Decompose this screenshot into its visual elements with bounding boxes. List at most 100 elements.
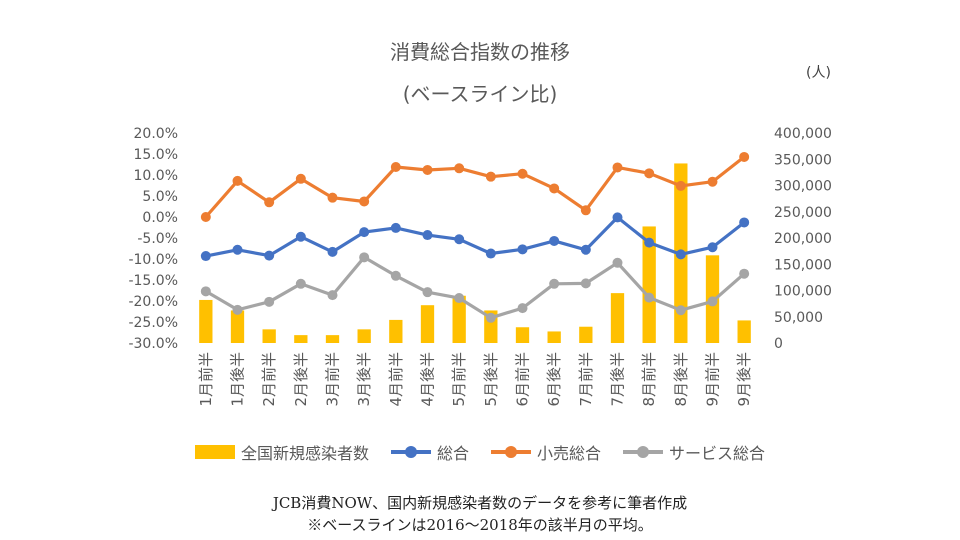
series-line-retail [204,155,746,219]
data-point-total [264,250,275,261]
data-point-total [390,222,401,233]
data-point-retail [707,176,718,187]
data-point-total [485,248,496,259]
right-axis-tick-label: 250,000 [774,205,832,221]
data-point-service [549,278,560,289]
data-point-service [580,278,591,289]
data-point-total [454,234,465,245]
legend-line-swatch [390,445,431,459]
right-axis-tick-label: 400,000 [774,126,832,142]
legend-label: 小売総合 [537,444,602,463]
data-point-service [485,312,496,323]
data-point-total [200,251,211,262]
data-point-retail [549,183,560,194]
data-point-service [675,305,686,316]
right-axis-tick-label: 200,000 [774,231,832,247]
legend-label: 総合 [436,444,469,463]
bar-infections [199,299,213,343]
data-point-retail [454,163,465,174]
data-point-service [264,296,275,307]
legend-item: 総合 [390,440,469,464]
data-point-service [200,286,211,297]
left-axis-tick-label: -30.0% [128,336,178,352]
bar-infections [547,331,561,343]
right-axis-tick-label: 50,000 [774,310,823,326]
chart-legend: 全国新規感染者数 総合 小売総合 サービス総合 [0,440,960,464]
right-axis-tick-label: 0 [774,336,783,352]
data-point-service [454,293,465,304]
category-label: 2月前半 [260,352,278,407]
legend-label: 全国新規感染者数 [240,444,369,463]
category-label: 2月後半 [292,352,310,407]
bar-infections [262,329,276,343]
category-label: 5月後半 [482,352,500,407]
data-point-total [675,249,686,260]
right-axis-tick-label: 300,000 [774,179,832,195]
left-axis-tick-label: -10.0% [128,252,178,268]
bar-infections [420,305,435,343]
data-point-service [295,278,306,289]
category-label: 4月前半 [387,352,405,407]
data-point-retail [359,196,370,207]
category-label: 6月前半 [514,352,532,407]
baseline-note: ※ベースラインは2016～2018年の該半月の平均。 [307,516,653,534]
bar-infections [579,326,593,343]
data-point-retail [327,192,338,203]
bar-infections [325,335,340,343]
data-point-retail [675,180,686,191]
category-label: 1月後半 [229,352,247,407]
data-point-total [327,246,338,257]
bar-infections [230,310,245,343]
right-axis-tick-label: 350,000 [774,152,832,168]
left-axis-tick-label: -20.0% [128,294,178,310]
data-point-service [707,296,718,307]
legend-item: 全国新規感染者数 [194,440,369,464]
right-axis-tick-label: 100,000 [774,284,832,300]
data-point-service [739,268,750,279]
bar-infections [357,329,371,343]
category-label: 8月後半 [672,352,690,407]
data-point-total [232,244,243,255]
legend-line-swatch [491,445,531,459]
series-line-service [204,255,746,320]
data-point-total [580,244,591,255]
category-label: 8月前半 [640,352,658,407]
category-label: 9月後半 [735,352,753,407]
right-axis-unit-label: (人) [806,65,831,81]
data-point-retail [612,162,623,173]
left-axis-tick-label: -25.0% [128,315,178,331]
legend-item: サービス総合 [623,440,765,464]
left-axis-tick-label: -5.0% [137,231,178,247]
data-point-retail [580,205,591,216]
data-point-service [644,292,655,303]
data-point-retail [264,197,275,208]
data-point-retail [517,168,528,179]
source-note: JCB消費NOW、国内新規感染者数のデータを参考に筆者作成 [272,494,688,512]
data-point-service [390,270,401,281]
left-axis-tick-label: 15.0% [134,147,178,163]
data-point-service [327,290,338,301]
data-point-total [707,242,718,253]
bar-infections [642,226,656,343]
data-point-total [295,231,306,242]
left-axis-tick-label: 5.0% [142,189,178,205]
data-point-service [359,252,370,263]
data-point-retail [200,212,211,222]
bar-infections [294,335,308,343]
data-point-total [549,235,560,246]
data-point-service [612,257,623,268]
left-axis-tick-label: 20.0% [134,126,178,142]
data-point-total [422,230,433,241]
legend-item: 小売総合 [491,440,601,464]
legend-label: サービス総合 [669,444,766,463]
bar-infections [452,295,466,343]
bar-infections [610,293,625,343]
data-point-retail [644,168,655,179]
data-point-total [644,237,655,248]
chart-subtitle: (ベースライン比) [402,82,558,106]
category-label: 5月前半 [450,352,468,407]
legend-bar-swatch [194,445,235,459]
data-point-total [359,227,370,238]
data-point-retail [422,164,433,175]
